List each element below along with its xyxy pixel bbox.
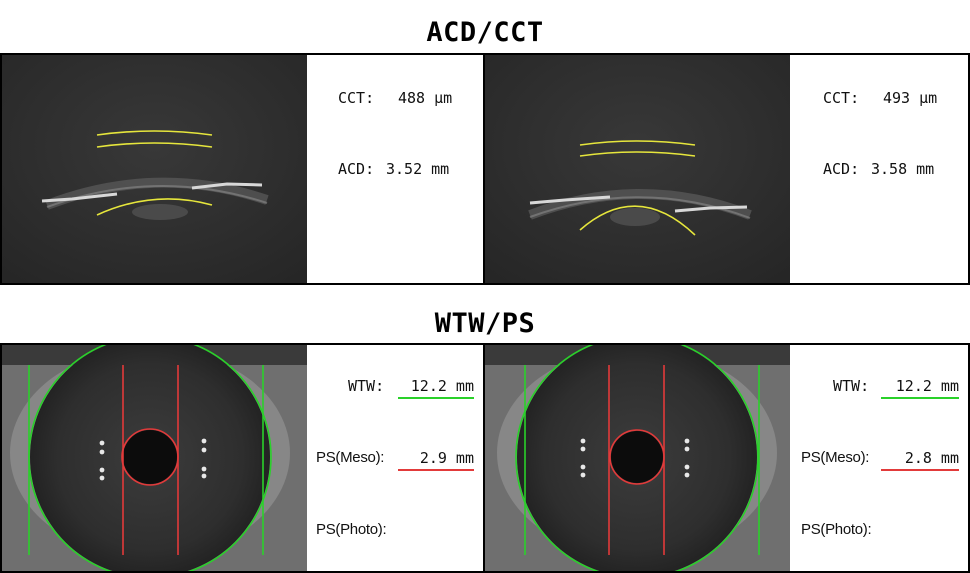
wtw-underline	[881, 397, 959, 399]
cct-value: 493 μm	[883, 89, 938, 107]
ps-photo-label: PS(Photo):	[801, 521, 872, 538]
lens-anterior-overlay	[579, 205, 696, 236]
wtw-circle-overlay	[515, 345, 759, 571]
ps-photo-label: PS(Photo):	[316, 521, 387, 538]
cornea-anterior-overlay	[96, 130, 213, 136]
cct-label: CCT:	[338, 89, 375, 107]
anterior-segment-image-left	[2, 55, 307, 283]
lens-anterior-overlay	[96, 198, 213, 216]
acd-cct-title: ACD/CCT	[426, 17, 544, 48]
wtw-value: 12.2 mm	[895, 377, 959, 395]
pupil-circle-overlay	[121, 428, 179, 486]
cct-label: CCT:	[823, 89, 860, 107]
anterior-segment-image-right	[485, 55, 790, 283]
eye-photo-right	[485, 345, 790, 571]
eye-photo-left	[2, 345, 307, 571]
wtw-ps-panel-left: WTW: 12.2 mm PS(Meso): 2.9 mm PS(Photo):	[0, 343, 485, 573]
ps-meso-underline	[398, 469, 474, 471]
ps-meso-label: PS(Meso):	[801, 449, 870, 466]
cct-value: 488 μm	[398, 89, 453, 107]
acd-label: ACD:	[823, 160, 860, 178]
acd-value: 3.58 mm	[871, 160, 935, 178]
ps-meso-underline	[881, 469, 959, 471]
wtw-value: 12.2 mm	[410, 377, 474, 395]
wtw-label: WTW:	[833, 377, 870, 395]
ps-meso-label: PS(Meso):	[316, 449, 385, 466]
wtw-label: WTW:	[348, 377, 385, 395]
acd-value: 3.52 mm	[386, 160, 450, 178]
cornea-posterior-overlay	[579, 151, 696, 157]
cornea-posterior-overlay	[96, 142, 213, 148]
wtw-underline	[398, 397, 474, 399]
wtw-ps-title: WTW/PS	[434, 308, 536, 339]
ps-meso-value: 2.8 mm	[904, 449, 959, 467]
ps-meso-value: 2.9 mm	[419, 449, 474, 467]
cornea-anterior-overlay	[579, 140, 696, 146]
acd-cct-panel-right: CCT: 493 μm ACD: 3.58 mm	[483, 53, 970, 285]
acd-cct-panel-left: CCT: 488 μm ACD: 3.52 mm	[0, 53, 485, 285]
wtw-ps-panel-right: WTW: 12.2 mm PS(Meso): 2.8 mm PS(Photo):	[483, 343, 970, 573]
pupil-circle-overlay	[609, 429, 665, 485]
acd-label: ACD:	[338, 160, 375, 178]
